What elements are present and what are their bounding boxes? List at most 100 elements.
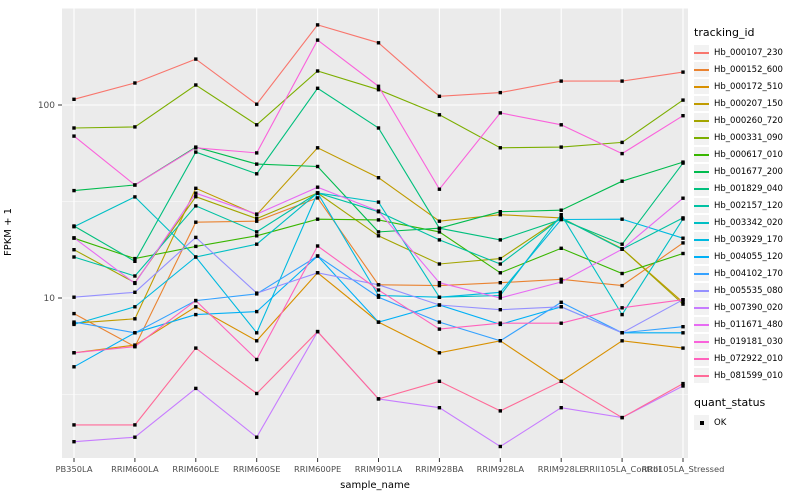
- data-point: [133, 435, 137, 439]
- data-point: [376, 126, 381, 130]
- data-point: [498, 290, 502, 294]
- data-point: [255, 435, 259, 439]
- y-axis-title: FPKM + 1: [3, 207, 14, 257]
- data-point: [498, 444, 502, 449]
- legend-item-label: Hb_000107_230: [714, 47, 783, 58]
- legend-line-swatch-icon: [694, 238, 709, 241]
- data-point: [498, 409, 502, 413]
- legend-item-label: Hb_003929_170: [714, 234, 783, 245]
- data-point: [681, 70, 685, 74]
- data-point: [133, 281, 137, 286]
- legend-item-Hb_081599_010: Hb_081599_010: [694, 367, 798, 384]
- data-point: [133, 81, 137, 85]
- data-point: [315, 146, 320, 150]
- data-point: [376, 234, 381, 238]
- data-point: [255, 151, 259, 155]
- x-tick-label: RRIM928BA: [415, 464, 464, 474]
- data-point: [498, 339, 502, 343]
- legend-item-Hb_000207_150: Hb_000207_150: [694, 95, 798, 112]
- data-point: [133, 344, 137, 349]
- data-point: [620, 312, 624, 317]
- legend-key: [694, 62, 709, 77]
- legend-line-swatch-icon: [694, 153, 709, 156]
- data-point: [255, 162, 259, 166]
- legend-item-Hb_000172_510: Hb_000172_510: [694, 78, 798, 95]
- data-point: [315, 69, 320, 73]
- legend-line-swatch-icon: [694, 357, 709, 360]
- legend-item-label: Hb_011671_480: [714, 319, 783, 330]
- data-point: [255, 123, 259, 127]
- legend-item-ok: OK: [694, 414, 798, 431]
- data-point: [376, 200, 381, 204]
- legend-item-label: Hb_002157_120: [714, 200, 783, 211]
- data-point: [559, 213, 563, 217]
- data-point: [133, 256, 137, 261]
- legend-item-Hb_003929_170: Hb_003929_170: [694, 231, 798, 248]
- data-point: [498, 271, 502, 275]
- legend-item-label: Hb_004055_120: [714, 251, 783, 262]
- legend-item-label: Hb_019181_030: [714, 336, 783, 347]
- data-point: [72, 423, 76, 427]
- legend-title-tracking-id: tracking_id: [694, 26, 755, 39]
- data-point: [315, 23, 320, 27]
- legend-key: [694, 147, 709, 162]
- data-point: [498, 308, 502, 312]
- data-point: [255, 357, 259, 362]
- data-point: [559, 305, 563, 309]
- data-point: [376, 295, 381, 299]
- data-point: [559, 406, 563, 410]
- legend-item-Hb_004102_170: Hb_004102_170: [694, 265, 798, 282]
- legend-key: [694, 249, 709, 264]
- data-point: [559, 379, 563, 383]
- data-point: [376, 84, 381, 88]
- legend-item-Hb_002157_120: Hb_002157_120: [694, 197, 798, 214]
- data-point: [437, 295, 442, 299]
- data-point: [559, 145, 563, 149]
- legend-line-swatch-icon: [694, 187, 709, 190]
- data-point: [72, 322, 76, 327]
- data-point: [437, 238, 442, 242]
- data-point: [681, 381, 685, 386]
- legend-line-swatch-icon: [694, 374, 709, 377]
- data-point: [437, 226, 442, 230]
- data-point: [620, 151, 624, 156]
- legend-item-Hb_000260_720: Hb_000260_720: [694, 112, 798, 129]
- data-point: [376, 176, 381, 180]
- data-point: [133, 259, 137, 263]
- data-point: [315, 217, 320, 221]
- legend-item-label: Hb_003342_020: [714, 217, 783, 228]
- data-point: [194, 220, 198, 224]
- legend-item-label: Hb_007390_020: [714, 302, 783, 313]
- data-point: [620, 140, 624, 145]
- data-point: [437, 281, 442, 285]
- legend-item-Hb_000107_230: Hb_000107_230: [694, 44, 798, 61]
- data-point: [437, 262, 442, 266]
- data-point: [681, 236, 685, 240]
- data-point: [559, 321, 563, 325]
- x-tick-label: PB350LA: [55, 464, 92, 474]
- data-point: [620, 79, 624, 83]
- data-point: [133, 125, 137, 129]
- data-point: [437, 379, 442, 383]
- x-tick-label: RRIM600SE: [233, 464, 280, 474]
- data-point: [437, 406, 442, 410]
- legend-key: [694, 45, 709, 60]
- data-point: [133, 183, 137, 187]
- data-point: [376, 88, 381, 92]
- data-point: [620, 271, 624, 276]
- data-point: [194, 186, 198, 190]
- data-point: [437, 94, 442, 98]
- legend-line-swatch-icon: [694, 102, 709, 105]
- data-point: [559, 208, 563, 212]
- data-point: [133, 331, 137, 335]
- data-point: [681, 217, 685, 221]
- data-point: [194, 83, 198, 87]
- legend-item-label: Hb_000172_510: [714, 81, 783, 92]
- data-point: [194, 195, 198, 199]
- data-point: [620, 339, 624, 343]
- legend-item-Hb_019181_030: Hb_019181_030: [694, 333, 798, 350]
- data-point: [620, 217, 624, 221]
- data-point: [315, 191, 320, 195]
- legend-line-swatch-icon: [694, 272, 709, 275]
